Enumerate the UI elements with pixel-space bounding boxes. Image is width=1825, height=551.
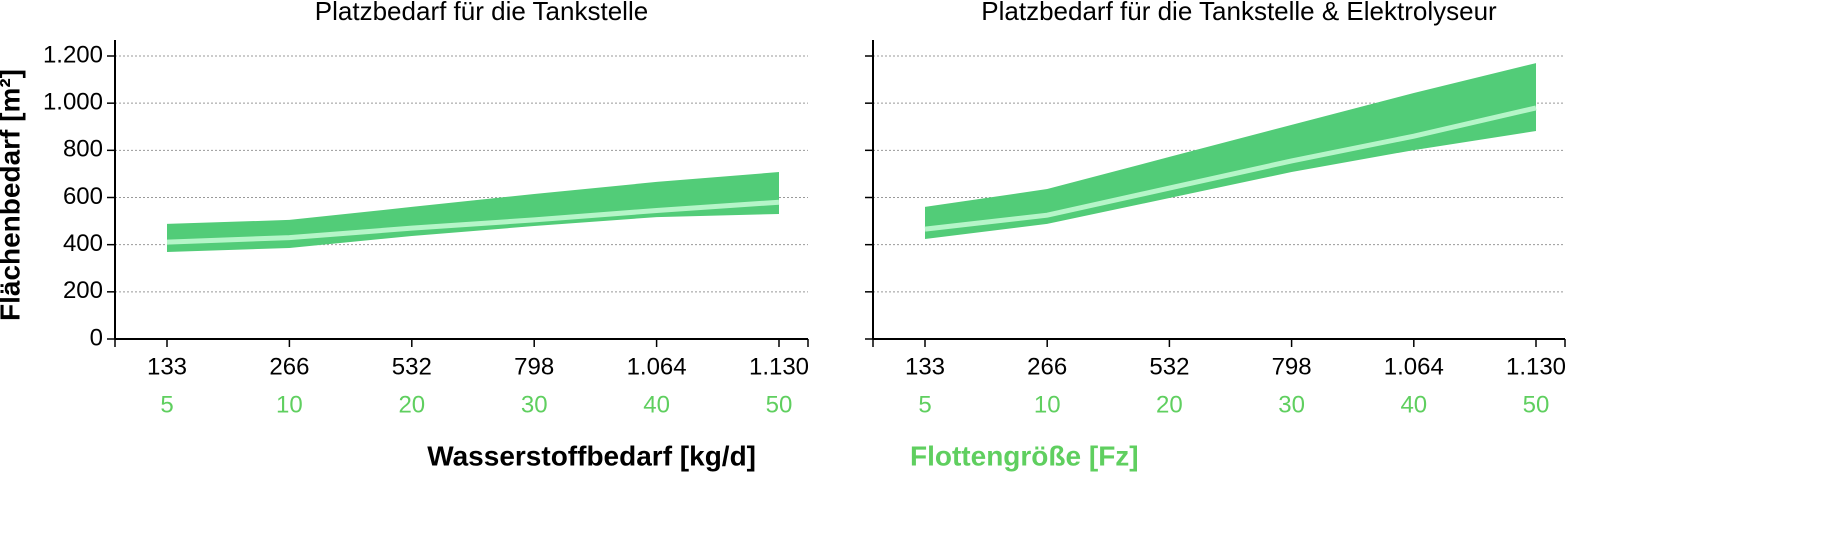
x-tick-label-2: 40 — [1400, 391, 1427, 418]
x-tick-label-2: 5 — [160, 391, 173, 418]
chart-title: Platzbedarf für die Tankstelle & Elektro… — [981, 0, 1497, 26]
median-line — [924, 105, 1537, 232]
x-tick-label: 266 — [1027, 353, 1067, 380]
x-tick-label-2: 20 — [398, 391, 425, 418]
x-tick-label: 798 — [514, 353, 554, 380]
x-tick-label-2: 30 — [521, 391, 548, 418]
x-tick-label-2: 50 — [766, 391, 793, 418]
x-tick-label: 1.064 — [1384, 353, 1444, 380]
median-line — [166, 199, 780, 245]
x-axis-label: Flottengröße [Fz] — [910, 440, 1139, 471]
x-tick-label: 133 — [147, 353, 187, 380]
x-tick-label: 1.130 — [749, 353, 809, 380]
x-tick-label: 798 — [1272, 353, 1312, 380]
x-tick-label: 1.130 — [1506, 353, 1566, 380]
y-tick-label: 800 — [63, 136, 103, 163]
x-axis-label: Wasserstoffbedarf [kg/d] — [427, 440, 756, 471]
y-tick-label: 0 — [90, 324, 103, 351]
x-tick-label: 266 — [269, 353, 309, 380]
x-tick-label: 133 — [905, 353, 945, 380]
y-tick-label: 600 — [63, 183, 103, 210]
y-axis-label: Flächenbedarf [m²] — [0, 69, 25, 321]
range-band — [167, 172, 779, 252]
x-tick-label-2: 30 — [1278, 391, 1305, 418]
range-band — [925, 63, 1536, 240]
y-tick-label: 400 — [63, 230, 103, 257]
x-tick-label: 1.064 — [627, 353, 687, 380]
chart-title: Platzbedarf für die Tankstelle — [315, 0, 648, 26]
y-tick-label: 1.000 — [43, 89, 103, 116]
x-tick-label-2: 5 — [918, 391, 931, 418]
y-tick-label: 1.200 — [43, 41, 103, 68]
x-tick-label-2: 10 — [1034, 391, 1061, 418]
y-tick-label: 200 — [63, 277, 103, 304]
x-tick-label-2: 50 — [1523, 391, 1550, 418]
x-tick-label: 532 — [392, 353, 432, 380]
x-tick-label-2: 10 — [276, 391, 303, 418]
x-tick-label-2: 40 — [643, 391, 670, 418]
x-tick-label: 532 — [1149, 353, 1189, 380]
x-tick-label-2: 20 — [1156, 391, 1183, 418]
